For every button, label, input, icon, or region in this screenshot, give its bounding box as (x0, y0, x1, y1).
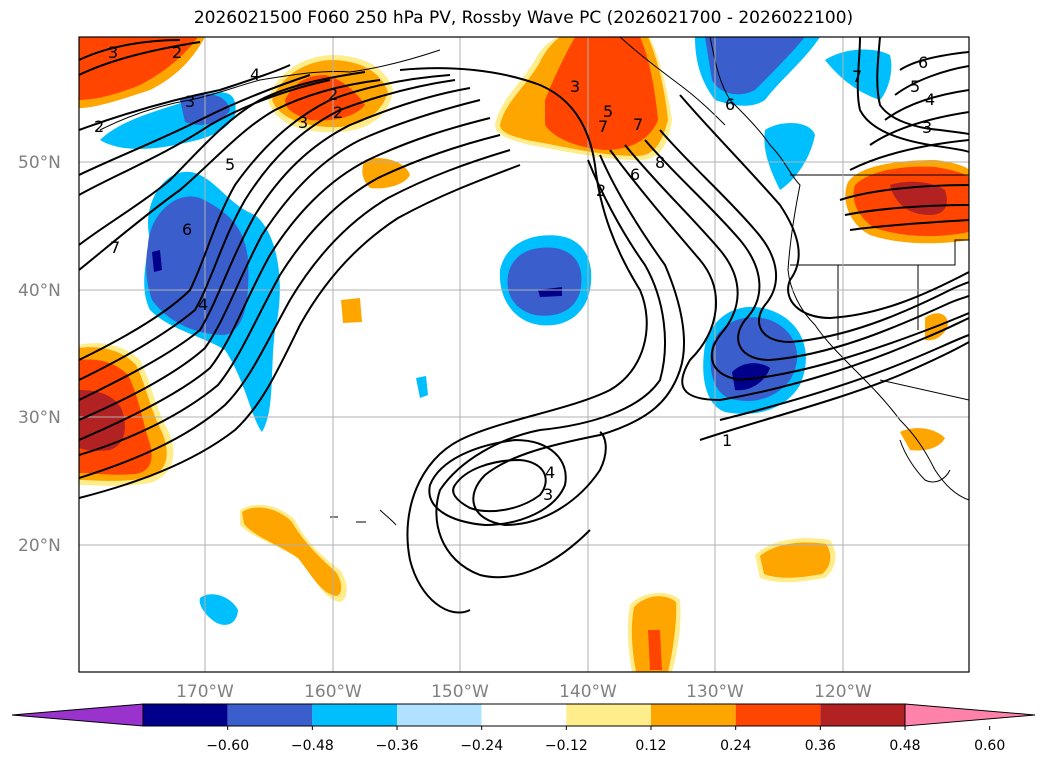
contour-label: 3 (108, 43, 118, 62)
contour-label: 5 (910, 77, 920, 96)
contour-label: 5 (603, 102, 613, 121)
contour-label: 4 (198, 295, 208, 314)
contour-label: 8 (655, 153, 665, 172)
colorbar-tick-label: −0.36 (376, 738, 419, 754)
colorbar-tick-label: −0.48 (291, 738, 334, 754)
latitude-labels: 50°N 40°N 30°N 20°N (18, 153, 61, 556)
colorbar-extend-low (11, 703, 144, 727)
colorbar-segment (820, 704, 905, 726)
contour-label: 3 (570, 77, 580, 96)
lon-label: 130°W (686, 682, 744, 702)
pv-contours (79, 37, 969, 614)
negative-anomaly-west-core (146, 196, 249, 335)
lat-label: 50°N (18, 153, 61, 173)
colorbar-tick-label: 0.24 (720, 738, 751, 754)
contour-label: 4 (250, 65, 260, 84)
colorbar-segment (143, 704, 228, 726)
colorbar-segment (481, 704, 567, 726)
contour-label: 3 (298, 113, 308, 132)
colorbar-tick-label: −0.12 (545, 738, 588, 754)
contour-label: 6 (630, 165, 640, 184)
colorbar: −0.60 −0.48 −0.36 −0.24 −0.12 0.12 0.24 0.36 0.4… (11, 703, 1036, 754)
lon-label: 160°W (304, 682, 362, 702)
lon-label: 140°W (559, 682, 617, 702)
colorbar-segment (397, 704, 482, 726)
contour-label: 1 (722, 431, 732, 450)
map-plot-area: 3 2 2 4 3 5 6 7 4 2 3 2 3 5 7 7 6 8 2 6 … (79, 37, 969, 672)
colorbar-segment (735, 704, 821, 726)
contour-label: 3 (922, 118, 932, 137)
contour-label: 4 (545, 463, 555, 482)
lon-label: 150°W (431, 682, 489, 702)
longitude-labels: 170°W 160°W 150°W 140°W 130°W 120°W (176, 682, 872, 702)
contour-label: 7 (598, 117, 608, 136)
contour-label: 2 (333, 103, 343, 122)
colorbar-tick-label: 0.48 (889, 738, 920, 754)
colorbar-tick-label: −0.60 (206, 738, 249, 754)
colorbar-tick-label: 0.36 (805, 738, 836, 754)
colorbar-extend-high (904, 703, 1036, 727)
contour-label: 6 (725, 95, 735, 114)
map-frame (78, 36, 970, 673)
contour-label: 7 (110, 238, 120, 257)
lat-label: 40°N (18, 281, 61, 301)
colorbar-tick-label: 0.60 (974, 738, 1005, 754)
colorbar-segment (566, 704, 651, 726)
contour-label: 6 (182, 220, 192, 239)
political-borders (790, 174, 969, 401)
colorbar-tick-label: −0.24 (460, 738, 503, 754)
contour-label: 2 (596, 181, 606, 200)
map-title: 2026021500 F060 250 hPa PV, Rossby Wave … (193, 8, 854, 28)
colorbar-frame (142, 703, 906, 727)
graticule (79, 37, 969, 672)
contour-labels: 3 2 2 4 3 5 6 7 4 2 3 2 3 5 7 7 6 8 2 6 … (94, 43, 935, 504)
colorbar-segment (312, 704, 397, 726)
contour-label: 7 (633, 115, 643, 134)
lon-label: 120°W (814, 682, 872, 702)
contour-label: 4 (925, 90, 935, 109)
contour-label: 6 (918, 53, 928, 72)
contour-label: 7 (852, 67, 862, 86)
contour-label: 2 (328, 85, 338, 104)
colorbar-segment (651, 704, 736, 726)
contour-label: 3 (543, 485, 553, 504)
colorbar-segment (227, 704, 313, 726)
contour-label: 2 (172, 43, 182, 62)
contour-label: 3 (185, 92, 195, 111)
contour-label: 5 (225, 155, 235, 174)
lon-label: 170°W (176, 682, 234, 702)
lat-label: 20°N (18, 536, 61, 556)
coastlines (99, 37, 969, 526)
contour-label: 2 (94, 117, 104, 136)
colorbar-tick-label: 0.12 (635, 738, 666, 754)
lat-label: 30°N (18, 408, 61, 428)
